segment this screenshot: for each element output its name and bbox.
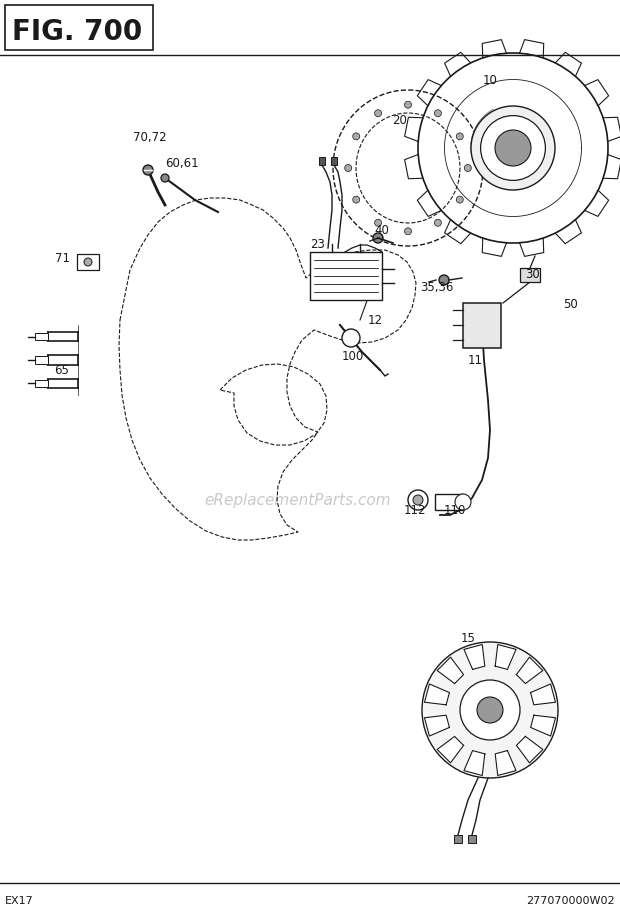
Circle shape <box>84 258 92 266</box>
Polygon shape <box>405 117 423 142</box>
Circle shape <box>439 275 449 285</box>
Bar <box>463 303 501 348</box>
Circle shape <box>408 490 428 510</box>
Text: 112: 112 <box>404 503 427 517</box>
Polygon shape <box>585 190 609 216</box>
Polygon shape <box>464 645 485 669</box>
Text: 15: 15 <box>461 632 476 645</box>
Polygon shape <box>464 750 485 775</box>
Polygon shape <box>520 238 544 257</box>
Polygon shape <box>445 220 471 244</box>
Circle shape <box>455 494 471 510</box>
Bar <box>5 5 153 50</box>
Circle shape <box>374 110 381 117</box>
Circle shape <box>495 130 531 166</box>
Polygon shape <box>556 220 582 244</box>
Polygon shape <box>425 684 450 705</box>
Circle shape <box>435 219 441 226</box>
Bar <box>331 157 337 165</box>
Polygon shape <box>495 750 516 775</box>
Bar <box>310 252 382 300</box>
Circle shape <box>456 133 463 140</box>
Bar <box>520 268 540 282</box>
Circle shape <box>143 165 153 175</box>
Bar <box>35 356 48 363</box>
Polygon shape <box>445 52 471 77</box>
Text: FIG. 700: FIG. 700 <box>12 18 142 46</box>
Circle shape <box>373 233 383 243</box>
Text: 35,36: 35,36 <box>420 281 454 295</box>
Text: 70,72: 70,72 <box>133 131 167 144</box>
Circle shape <box>435 110 441 117</box>
Circle shape <box>471 106 555 190</box>
Text: 30: 30 <box>526 268 541 281</box>
Polygon shape <box>516 657 543 684</box>
Text: eReplacementParts.com: eReplacementParts.com <box>204 493 391 508</box>
Circle shape <box>342 329 360 347</box>
Bar <box>35 380 48 387</box>
Polygon shape <box>417 190 441 216</box>
Polygon shape <box>556 52 582 77</box>
Polygon shape <box>531 684 556 705</box>
Text: 110: 110 <box>444 503 466 517</box>
Text: 12: 12 <box>368 313 383 327</box>
Bar <box>454 835 462 843</box>
Text: 10: 10 <box>482 74 497 87</box>
Bar <box>319 157 325 165</box>
Circle shape <box>418 53 608 243</box>
Polygon shape <box>405 154 423 179</box>
Polygon shape <box>531 715 556 736</box>
Text: 50: 50 <box>562 299 577 311</box>
Text: EX17: EX17 <box>5 896 33 906</box>
Polygon shape <box>437 737 464 763</box>
Text: 20: 20 <box>392 113 407 127</box>
Bar <box>468 835 476 843</box>
Circle shape <box>464 164 471 172</box>
Polygon shape <box>495 645 516 669</box>
Text: 65: 65 <box>55 363 69 376</box>
Bar <box>435 494 463 510</box>
Circle shape <box>374 219 381 226</box>
Text: 23: 23 <box>311 238 326 251</box>
Text: 40: 40 <box>374 224 389 236</box>
Polygon shape <box>482 238 507 257</box>
Polygon shape <box>482 39 507 58</box>
Circle shape <box>456 196 463 203</box>
Polygon shape <box>437 657 464 684</box>
Text: 100: 100 <box>342 351 364 363</box>
Polygon shape <box>603 154 620 179</box>
Polygon shape <box>417 79 441 106</box>
Circle shape <box>161 174 169 182</box>
Bar <box>77 254 99 270</box>
Text: 11: 11 <box>467 353 482 366</box>
Circle shape <box>353 133 360 140</box>
Text: 277070000W02: 277070000W02 <box>526 896 615 906</box>
Circle shape <box>345 164 352 172</box>
Text: 71: 71 <box>55 251 69 265</box>
Circle shape <box>422 642 558 778</box>
Polygon shape <box>585 79 609 106</box>
Polygon shape <box>425 715 450 736</box>
Circle shape <box>480 116 546 181</box>
Text: 60,61: 60,61 <box>165 156 199 170</box>
Circle shape <box>460 680 520 740</box>
Polygon shape <box>520 39 544 58</box>
Circle shape <box>353 196 360 203</box>
Circle shape <box>477 697 503 723</box>
Circle shape <box>404 101 412 109</box>
Bar <box>35 333 48 341</box>
Polygon shape <box>603 117 620 142</box>
Circle shape <box>404 227 412 235</box>
Circle shape <box>413 495 423 505</box>
Polygon shape <box>516 737 543 763</box>
